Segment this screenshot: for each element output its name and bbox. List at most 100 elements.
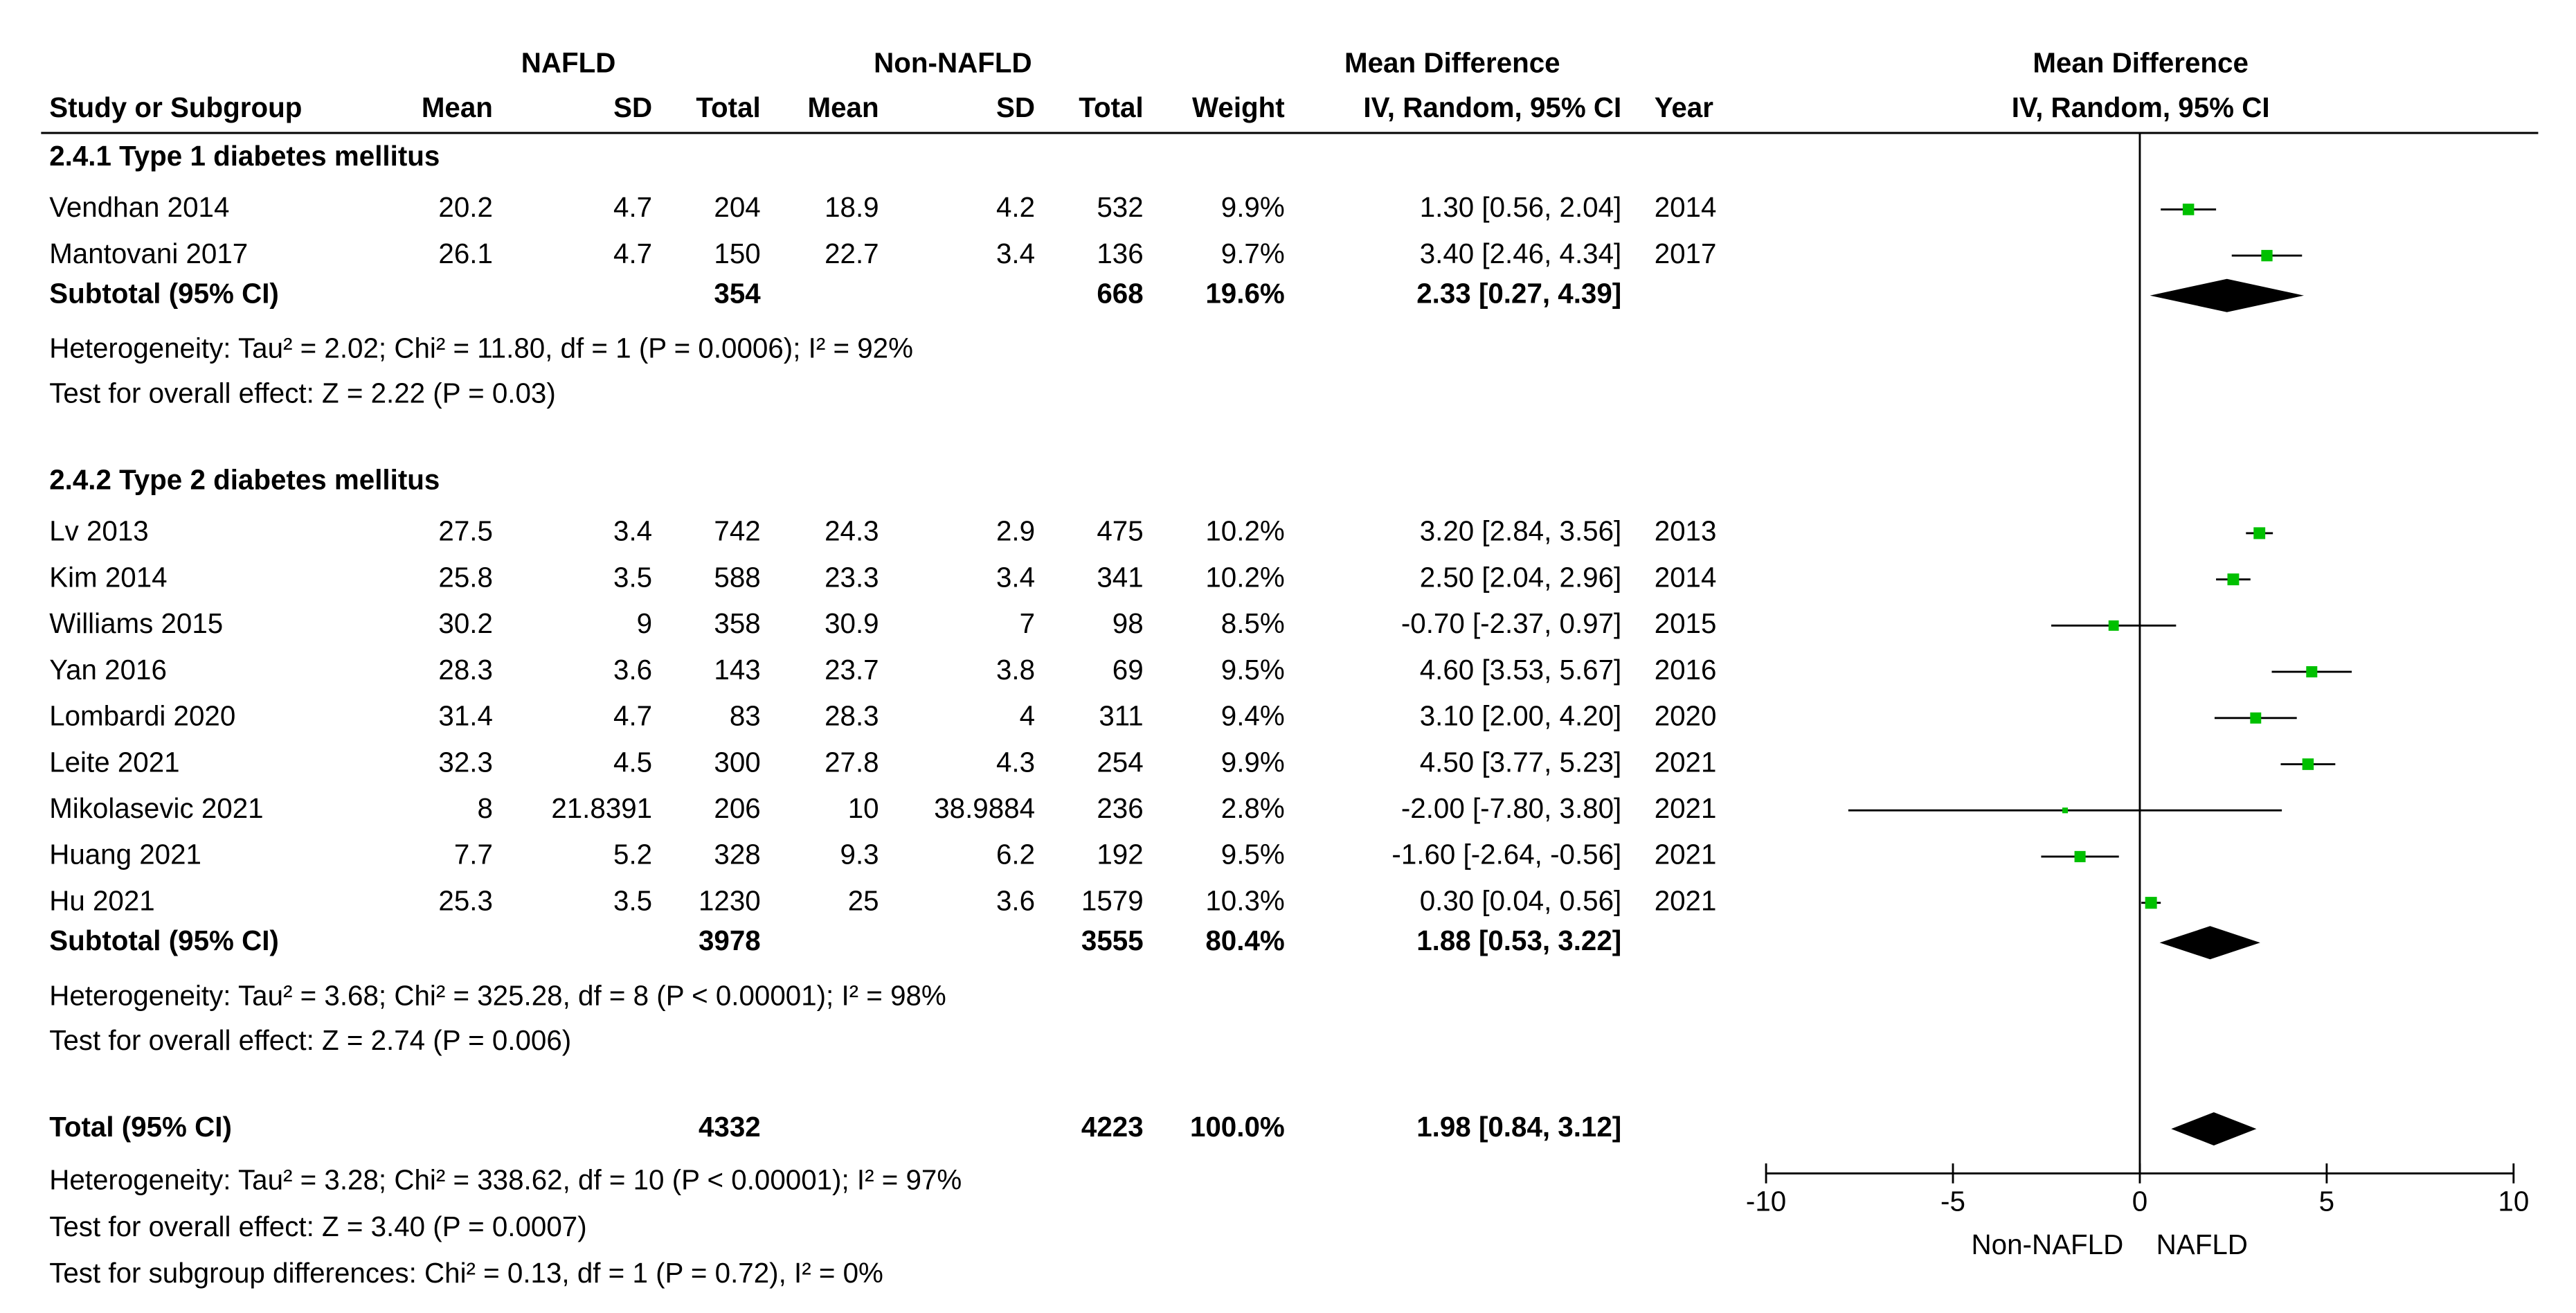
cell-mean2: 23.7 — [825, 654, 879, 686]
group-header: NAFLD — [521, 46, 616, 78]
summary-diamond — [2171, 1112, 2257, 1146]
cell-sd1: 3.5 — [613, 561, 652, 593]
cell-mean2: 24.3 — [825, 515, 879, 546]
cell-sd2: 7 — [1020, 607, 1035, 639]
cell-n1: 143 — [714, 654, 760, 686]
cell-name: Vendhan 2014 — [49, 191, 229, 223]
cell-sd2: 3.4 — [996, 561, 1035, 593]
cell-n1: 588 — [714, 561, 760, 593]
cell-n2: 192 — [1097, 839, 1143, 870]
cell-n1: 1230 — [699, 884, 761, 916]
cell-sd2: 4 — [1020, 699, 1035, 731]
heterogeneity: Heterogeneity: Tau² = 3.68; Chi² = 325.2… — [49, 979, 946, 1011]
cell-weight: 9.9% — [1221, 191, 1285, 223]
cell-mean1: 32.3 — [438, 746, 493, 778]
cell-n1: 358 — [714, 607, 760, 639]
cell-md: 4.50 [3.77, 5.23] — [1420, 746, 1622, 778]
cell-mean1: 27.5 — [438, 515, 493, 546]
cell-sd1: 4.5 — [613, 746, 652, 778]
study-marker — [2074, 850, 2086, 863]
x-tick-label: 5 — [2319, 1185, 2334, 1217]
cell-sd1: 21.8391 — [551, 792, 652, 824]
cell-label: Total (95% CI) — [49, 1111, 232, 1143]
x-tick-label: -10 — [1746, 1185, 1786, 1217]
cell-weight: 9.7% — [1221, 238, 1285, 269]
cell-n2: 1579 — [1081, 884, 1144, 916]
cell-name: Mantovani 2017 — [49, 238, 248, 269]
cell-weight: 10.2% — [1205, 515, 1284, 546]
cell-mean2: 10 — [848, 792, 879, 824]
column-header: Mean — [808, 91, 879, 123]
cell-n1: 354 — [714, 277, 761, 309]
cell-md: 3.40 [2.46, 4.34] — [1420, 238, 1622, 269]
cell-mean1: 31.4 — [438, 699, 493, 731]
cell-sd1: 5.2 — [613, 839, 652, 870]
cell-weight: 8.5% — [1221, 607, 1285, 639]
cell-mean2: 9.3 — [840, 839, 879, 870]
study-marker — [2250, 712, 2262, 724]
column-header: IV, Random, 95% CI — [1363, 91, 1621, 123]
cell-n1: 150 — [714, 238, 760, 269]
cell-mean2: 30.9 — [825, 607, 879, 639]
cell-n1: 204 — [714, 191, 760, 223]
cell-mean1: 25.3 — [438, 884, 493, 916]
study-marker — [2306, 666, 2318, 678]
cell-mean1: 25.8 — [438, 561, 493, 593]
cell-year: 2021 — [1655, 792, 1717, 824]
column-header: Mean — [422, 91, 493, 123]
overall-effect: Test for overall effect: Z = 3.40 (P = 0… — [49, 1211, 586, 1242]
cell-n2: 668 — [1097, 277, 1143, 309]
cell-sd1: 3.5 — [613, 884, 652, 916]
cell-md: 1.88 [0.53, 3.22] — [1416, 925, 1621, 956]
cell-weight: 10.3% — [1205, 884, 1284, 916]
cell-n2: 532 — [1097, 191, 1143, 223]
cell-n1: 328 — [714, 839, 760, 870]
group-header: Mean Difference — [2033, 46, 2249, 78]
column-header: Weight — [1192, 91, 1285, 123]
cell-label: Subtotal (95% CI) — [49, 925, 279, 956]
cell-mean2: 18.9 — [825, 191, 879, 223]
column-header: SD — [996, 91, 1035, 123]
cell-year: 2021 — [1655, 746, 1717, 778]
cell-name: Williams 2015 — [49, 607, 223, 639]
study-marker — [2145, 897, 2157, 909]
cell-md: 1.30 [0.56, 2.04] — [1420, 191, 1622, 223]
overall-effect: Test for overall effect: Z = 2.74 (P = 0… — [49, 1024, 571, 1056]
cell-sd2: 2.9 — [996, 515, 1035, 546]
cell-label: Subtotal (95% CI) — [49, 277, 279, 309]
cell-n2: 475 — [1097, 515, 1143, 546]
cell-weight: 19.6% — [1205, 277, 1284, 309]
cell-year: 2013 — [1655, 515, 1717, 546]
cell-mean1: 28.3 — [438, 654, 493, 686]
overall-effect: Test for overall effect: Z = 2.22 (P = 0… — [49, 377, 556, 409]
cell-n2: 311 — [1099, 699, 1143, 731]
cell-weight: 9.9% — [1221, 746, 1285, 778]
cell-weight: 10.2% — [1205, 561, 1284, 593]
column-header: Year — [1655, 91, 1713, 123]
cell-sd1: 4.7 — [613, 191, 652, 223]
study-marker — [2261, 249, 2273, 262]
cell-year: 2014 — [1655, 191, 1717, 223]
cell-md: 4.60 [3.53, 5.67] — [1420, 654, 1622, 686]
cell-n2: 236 — [1097, 792, 1143, 824]
group-header: Non-NAFLD — [874, 46, 1032, 78]
cell-year: 2014 — [1655, 561, 1717, 593]
cell-n1: 206 — [714, 792, 760, 824]
summary-diamond — [2150, 278, 2304, 312]
cell-mean2: 23.3 — [825, 561, 879, 593]
subgroup-title: 2.4.1 Type 1 diabetes mellitus — [49, 140, 440, 172]
cell-sd1: 4.7 — [613, 699, 652, 731]
cell-sd2: 38.9884 — [934, 792, 1035, 824]
cell-n1: 83 — [730, 699, 761, 731]
cell-md: 3.20 [2.84, 3.56] — [1420, 515, 1622, 546]
cell-name: Leite 2021 — [49, 746, 179, 778]
cell-sd1: 3.6 — [613, 654, 652, 686]
study-marker — [2227, 573, 2240, 586]
cell-md: 3.10 [2.00, 4.20] — [1420, 699, 1622, 731]
cell-year: 2017 — [1655, 238, 1717, 269]
cell-name: Huang 2021 — [49, 839, 201, 870]
cell-name: Mikolasevic 2021 — [49, 792, 263, 824]
cell-n1: 4332 — [699, 1111, 761, 1143]
cell-mean2: 28.3 — [825, 699, 879, 731]
